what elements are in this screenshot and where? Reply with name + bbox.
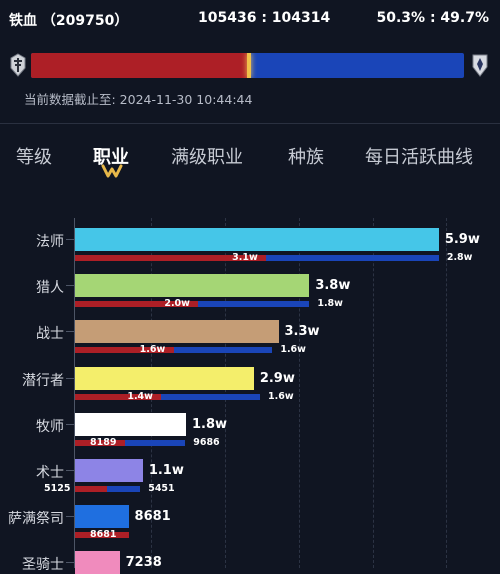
axis-tick [66,239,74,240]
alliance-value-label: 9686 [193,436,220,448]
horde-bar [75,301,199,308]
gridline [373,218,374,568]
divider [0,123,500,124]
alliance-value-label: 1.8w [317,298,343,310]
axis-tick [66,377,74,379]
alliance-bar [161,393,260,400]
axis-tick [66,470,74,471]
axis-tick [66,331,74,333]
horde-icon [10,53,26,77]
gridline [151,218,152,568]
class-label: 术士 [36,465,64,481]
alliance-bar [173,347,273,354]
total-bar [75,551,120,574]
total-value-label: 3.8w [315,278,351,294]
total-bar [75,274,310,298]
gridline [225,218,226,568]
horde-bar [75,486,107,492]
class-label: 萨满祭司 [8,511,64,528]
ratio-marker [246,53,251,78]
class-label: 圣骑士 [22,557,64,574]
alliance-bar [266,255,439,261]
faction-ratio-bar [31,53,464,78]
axis-tick [66,423,74,425]
data-timestamp: 当前数据截止至: 2024-11-30 10:44:44 [24,92,253,107]
horde-value-label: 8681 [90,529,117,541]
total-value-label: 1.1w [148,463,184,478]
alliance-value-label: 1.6w [268,390,294,402]
y-axis [74,218,75,568]
total-value-label: 8681 [134,509,171,525]
total-value-label: 7238 [125,555,162,571]
total-bar [75,412,186,436]
alliance-value-label: 2.8w [446,252,473,263]
total-bar [75,459,143,482]
alliance-bar [198,301,310,308]
horde-bar [75,532,129,539]
faction-percents: 50.3% : 49.7% [376,10,490,26]
class-label: 猎人 [36,280,64,297]
total-value-label: 1.8w [192,416,228,432]
horde-value-label: 8189 [90,436,117,448]
total-bar [75,320,279,344]
active-tab-indicator-icon [101,164,123,178]
horde-bar [75,393,162,400]
horde-value-label: 1.4w [127,390,153,402]
alliance-value-label: 1.6w [280,344,306,356]
tab-level[interactable]: 等级 [16,147,52,168]
axis-tick [66,516,74,518]
horde-value-label: 2.0w [164,298,190,310]
horde-value-label: 1.6w [139,344,166,356]
tab-daily-activity[interactable]: 每日活跃曲线 [365,147,473,168]
class-label: 法师 [36,234,64,250]
class-label: 牧师 [36,418,64,435]
tab-class[interactable]: 职业 [93,147,129,168]
realm-title: 铁血 （209750） [9,13,129,29]
horde-value-label: 5125 [44,483,71,494]
total-value-label: 5.9w [444,232,480,247]
alliance-value-label: 5451 [148,483,175,494]
gridline [299,218,300,568]
horde-bar [75,255,267,261]
alliance-bar [125,439,186,446]
total-bar [75,505,129,529]
axis-tick [66,285,74,287]
horde-bar [75,347,174,354]
total-value-label: 2.9w [259,370,295,386]
tab-max-level-class[interactable]: 满级职业 [171,147,243,168]
total-bar [75,366,254,390]
horde-bar [75,439,126,446]
alliance-icon [472,54,488,77]
total-value-label: 3.3w [284,324,320,340]
gridline [446,218,447,568]
faction-counts: 105436 : 104314 [198,10,331,26]
total-bar [75,228,439,251]
horde-value-label: 3.1w [232,252,258,263]
tab-race[interactable]: 种族 [288,147,324,168]
axis-tick [66,562,74,564]
alliance-bar [106,486,141,492]
class-label: 战士 [36,326,64,343]
horde-share-fill [31,53,249,78]
class-label: 潜行者 [22,372,64,389]
